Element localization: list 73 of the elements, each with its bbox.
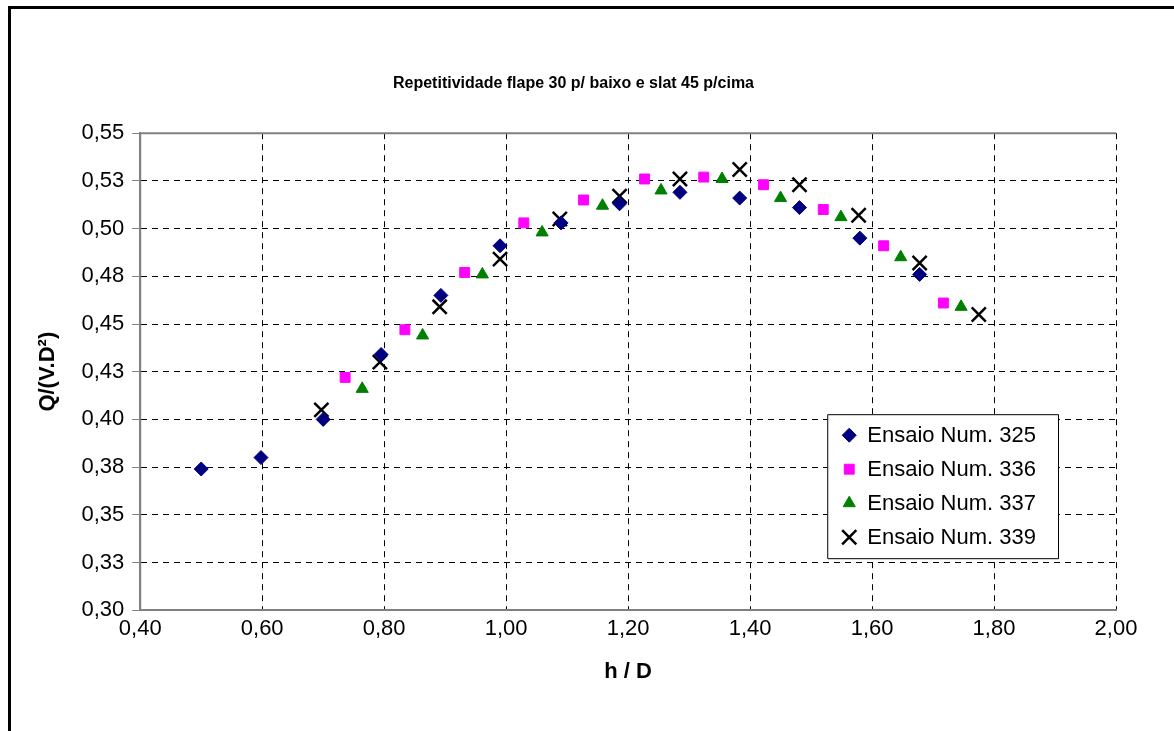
point [553, 215, 569, 231]
point [671, 170, 689, 188]
point [193, 461, 209, 477]
point [698, 171, 710, 183]
y-tick-label: 0,43 [81, 357, 125, 383]
y-tick-label: 0,35 [81, 500, 125, 526]
point [595, 198, 610, 210]
legend-label: Ensaio Num. 336 [867, 456, 1037, 482]
point [817, 204, 829, 215]
chart-title: Repetitividade flape 30 p/ baixo e slat 45 p/cima [392, 74, 755, 92]
legend-label: Ensaio Num. 325 [867, 422, 1037, 448]
y-tick-label: 0,50 [81, 214, 125, 240]
point [373, 347, 389, 363]
x-tick-label: 1,60 [850, 615, 894, 641]
point [791, 200, 807, 216]
x-tick-label: 1,80 [972, 615, 1016, 641]
point [732, 190, 748, 206]
point [878, 240, 890, 252]
point [912, 266, 928, 282]
point [731, 161, 749, 178]
y-tick-label: 0,38 [81, 453, 125, 479]
point [937, 297, 949, 309]
x-tick-label: 0,80 [362, 615, 406, 641]
point [355, 381, 369, 393]
x-tick-label: 1,40 [728, 615, 772, 641]
point [834, 209, 848, 222]
point [371, 353, 389, 371]
point [791, 176, 808, 194]
point [535, 224, 549, 237]
point [672, 184, 688, 200]
point [339, 371, 351, 383]
point [459, 267, 471, 278]
point [433, 287, 449, 303]
point [954, 299, 968, 311]
legend-label: Ensaio Num. 339 [867, 524, 1037, 550]
legend-label: Ensaio Num. 337 [867, 490, 1037, 516]
point [715, 171, 729, 183]
y-tick-label: 0,33 [81, 548, 125, 574]
point [551, 210, 569, 228]
y-tick-label: 0,40 [81, 405, 125, 431]
point [654, 182, 668, 195]
point [612, 196, 628, 212]
x-tick-label: 2,00 [1094, 615, 1138, 641]
x-tick-label: 0,60 [240, 615, 284, 641]
point [399, 324, 411, 336]
x-axis-title: h / D [604, 657, 652, 683]
point [639, 173, 651, 185]
point [758, 179, 769, 191]
point [431, 298, 448, 316]
y-tick-label: 0,45 [81, 310, 125, 336]
point [491, 250, 509, 268]
y-tick-label: 0,53 [81, 166, 125, 192]
x-tick-label: 1,20 [606, 615, 650, 641]
point [416, 327, 430, 340]
x-tick-label: 1,00 [484, 615, 528, 641]
point [911, 254, 928, 272]
point [315, 411, 331, 427]
point [578, 194, 590, 206]
y-tick-label: 0,55 [81, 119, 125, 145]
point [894, 249, 908, 262]
point [970, 306, 988, 323]
y-axis-title: Q/(V.D²) [34, 331, 60, 412]
x-tick-label: 0,40 [118, 615, 162, 641]
point [518, 217, 530, 229]
point [774, 190, 788, 203]
point [313, 401, 330, 419]
point [492, 238, 508, 254]
point [852, 230, 868, 246]
point [253, 450, 269, 466]
point [850, 206, 867, 224]
point [475, 266, 489, 279]
y-tick-label: 0,48 [81, 262, 125, 288]
point [611, 187, 628, 205]
